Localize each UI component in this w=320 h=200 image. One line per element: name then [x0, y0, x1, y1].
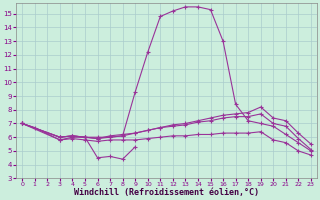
X-axis label: Windchill (Refroidissement éolien,°C): Windchill (Refroidissement éolien,°C)	[74, 188, 259, 197]
